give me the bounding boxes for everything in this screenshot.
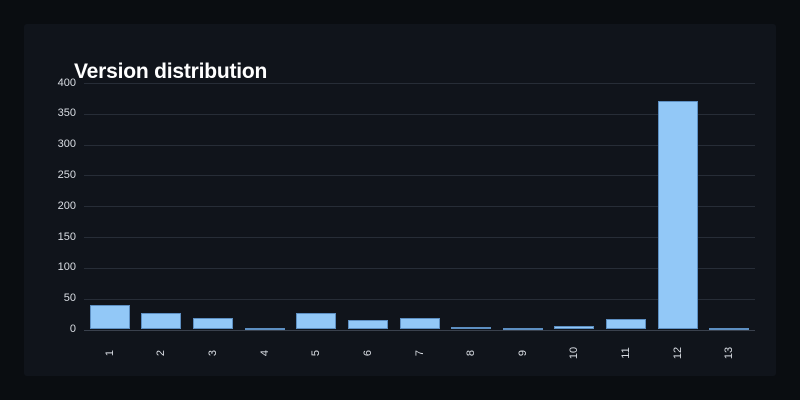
y-tick-label: 200 [57,199,76,212]
y-tick-label: 350 [57,107,76,120]
bar [657,101,698,330]
bar [451,327,492,330]
x-tick-label: 4 [258,349,271,357]
bar [89,304,130,330]
y-tick-label: 400 [57,76,76,89]
bar [347,319,388,330]
bar [244,328,285,331]
bar [554,325,595,330]
y-tick-label: 100 [57,261,76,274]
gridline [84,206,755,208]
x-axis-line [84,329,755,331]
gridline [84,298,755,300]
y-tick-label: 150 [57,230,76,243]
gridline [84,175,755,177]
gridline [84,237,755,239]
gridline [84,113,755,115]
y-tick-label: 0 [69,323,76,335]
gridline [84,267,755,269]
x-tick-label: 5 [310,349,323,357]
x-tick-label: 9 [516,349,529,357]
x-tick-label: 10 [568,346,581,360]
x-tick-label: 7 [413,349,426,357]
x-tick-label: 13 [723,346,736,360]
bar [141,313,182,330]
chart-title: Version distribution [74,60,268,83]
y-tick-label: 50 [63,292,76,305]
bar [709,327,750,330]
x-tick-label: 3 [207,349,220,357]
bar [502,327,543,330]
gridline [84,144,755,146]
x-tick-label: 1 [103,349,116,357]
bar [605,319,646,330]
x-tick-label: 8 [465,349,478,357]
y-tick-label: 250 [57,168,76,181]
x-tick-label: 6 [361,349,374,357]
bar [399,318,440,330]
x-tick-label: 12 [671,346,684,360]
bar [296,312,337,330]
y-tick-label: 300 [57,138,76,151]
bar [193,318,234,330]
gridline [84,83,755,84]
x-tick-label: 11 [619,347,632,359]
x-tick-label: 2 [155,349,168,357]
